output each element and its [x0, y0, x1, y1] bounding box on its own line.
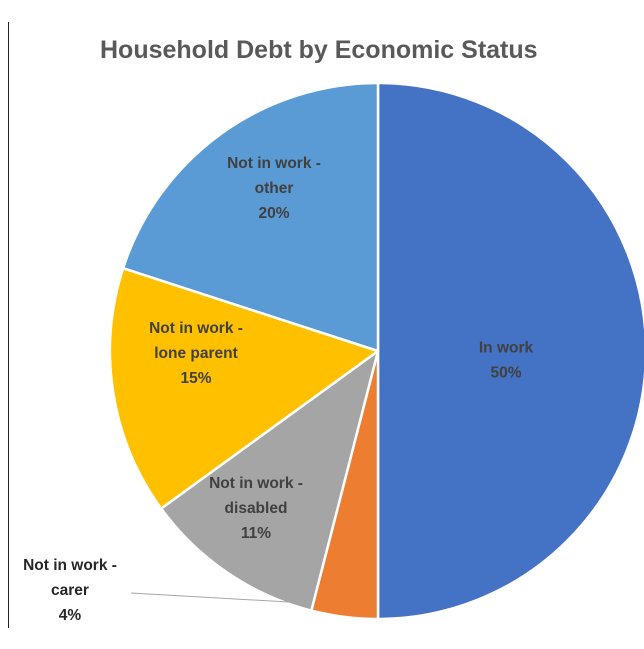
- data-label-1: Not in work - carer 4%: [23, 557, 117, 624]
- slice-category-label: Not in work -: [227, 155, 321, 172]
- leader-line-1: [130, 592, 307, 604]
- slice-category-label: lone parent: [154, 345, 238, 362]
- slice-category-label: In work: [479, 340, 534, 357]
- slice-category-label: Not in work -: [23, 557, 117, 574]
- slice-percent-label: 4%: [59, 607, 82, 624]
- pie-slice-3: [108, 266, 380, 510]
- slice-category-label: carer: [51, 582, 89, 599]
- pie-slice-2: [159, 349, 380, 612]
- slice-category-label: other: [255, 180, 294, 197]
- data-label-0: In work 50%: [479, 340, 534, 382]
- pie-slice-4: [121, 81, 380, 353]
- pie-slice-0: [376, 81, 644, 621]
- data-label-3: Not in work - lone parent 15%: [149, 320, 243, 387]
- slice-percent-label: 50%: [490, 365, 521, 382]
- left-border-line: [8, 22, 9, 628]
- chart-title: Household Debt by Economic Status: [100, 36, 538, 64]
- slice-percent-label: 11%: [241, 525, 271, 542]
- slice-category-label: Not in work -: [209, 475, 303, 492]
- data-label-2: Not in work - disabled 11%: [209, 475, 303, 542]
- slice-category-label: disabled: [225, 500, 288, 517]
- slice-percent-label: 20%: [258, 205, 289, 222]
- data-label-4: Not in work - other 20%: [227, 155, 321, 222]
- slice-category-label: Not in work -: [149, 320, 243, 337]
- slice-percent-label: 15%: [180, 370, 211, 387]
